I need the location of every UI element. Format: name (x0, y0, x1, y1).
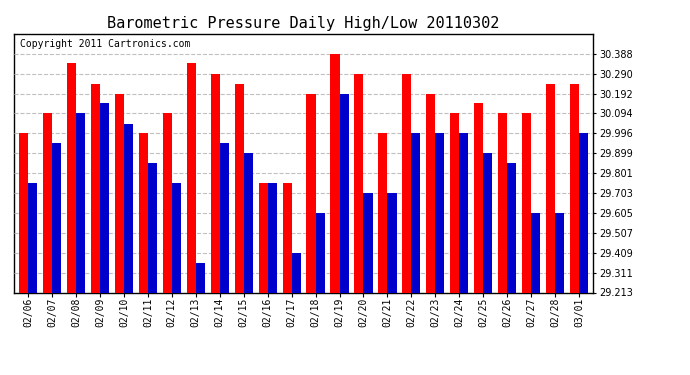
Bar (91, 84, 100, 292)
Bar (235, 84, 244, 292)
Bar (100, 104, 109, 292)
Bar (364, 193, 373, 292)
Bar (570, 84, 579, 292)
Title: Barometric Pressure Daily High/Low 20110302: Barometric Pressure Daily High/Low 20110… (108, 16, 500, 31)
Bar (19, 134, 28, 292)
Bar (220, 143, 229, 292)
Bar (579, 134, 588, 292)
Bar (460, 134, 469, 292)
Bar (555, 213, 564, 292)
Bar (28, 183, 37, 292)
Bar (67, 63, 76, 292)
Bar (331, 54, 339, 292)
Bar (378, 134, 387, 292)
Bar (268, 183, 277, 292)
Bar (426, 93, 435, 292)
Bar (139, 134, 148, 292)
Bar (355, 74, 364, 292)
Bar (507, 163, 516, 292)
Bar (546, 84, 555, 292)
Bar (163, 113, 172, 292)
Bar (402, 74, 411, 292)
Bar (435, 134, 444, 292)
Bar (531, 213, 540, 292)
Bar (196, 262, 205, 292)
Bar (244, 153, 253, 292)
Bar (522, 113, 531, 292)
Bar (315, 213, 325, 292)
Bar (292, 253, 301, 292)
Bar (474, 104, 483, 292)
Bar (52, 143, 61, 292)
Bar (172, 183, 181, 292)
Bar (43, 113, 52, 292)
Bar (498, 113, 507, 292)
Bar (282, 183, 292, 292)
Bar (148, 163, 157, 292)
Bar (483, 153, 493, 292)
Bar (387, 193, 397, 292)
Bar (76, 113, 85, 292)
Bar (450, 113, 460, 292)
Bar (210, 74, 220, 292)
Bar (411, 134, 420, 292)
Bar (124, 124, 133, 292)
Bar (187, 63, 196, 292)
Bar (339, 93, 348, 292)
Bar (306, 93, 315, 292)
Bar (115, 93, 124, 292)
Text: Copyright 2011 Cartronics.com: Copyright 2011 Cartronics.com (19, 39, 190, 49)
Bar (259, 183, 268, 292)
